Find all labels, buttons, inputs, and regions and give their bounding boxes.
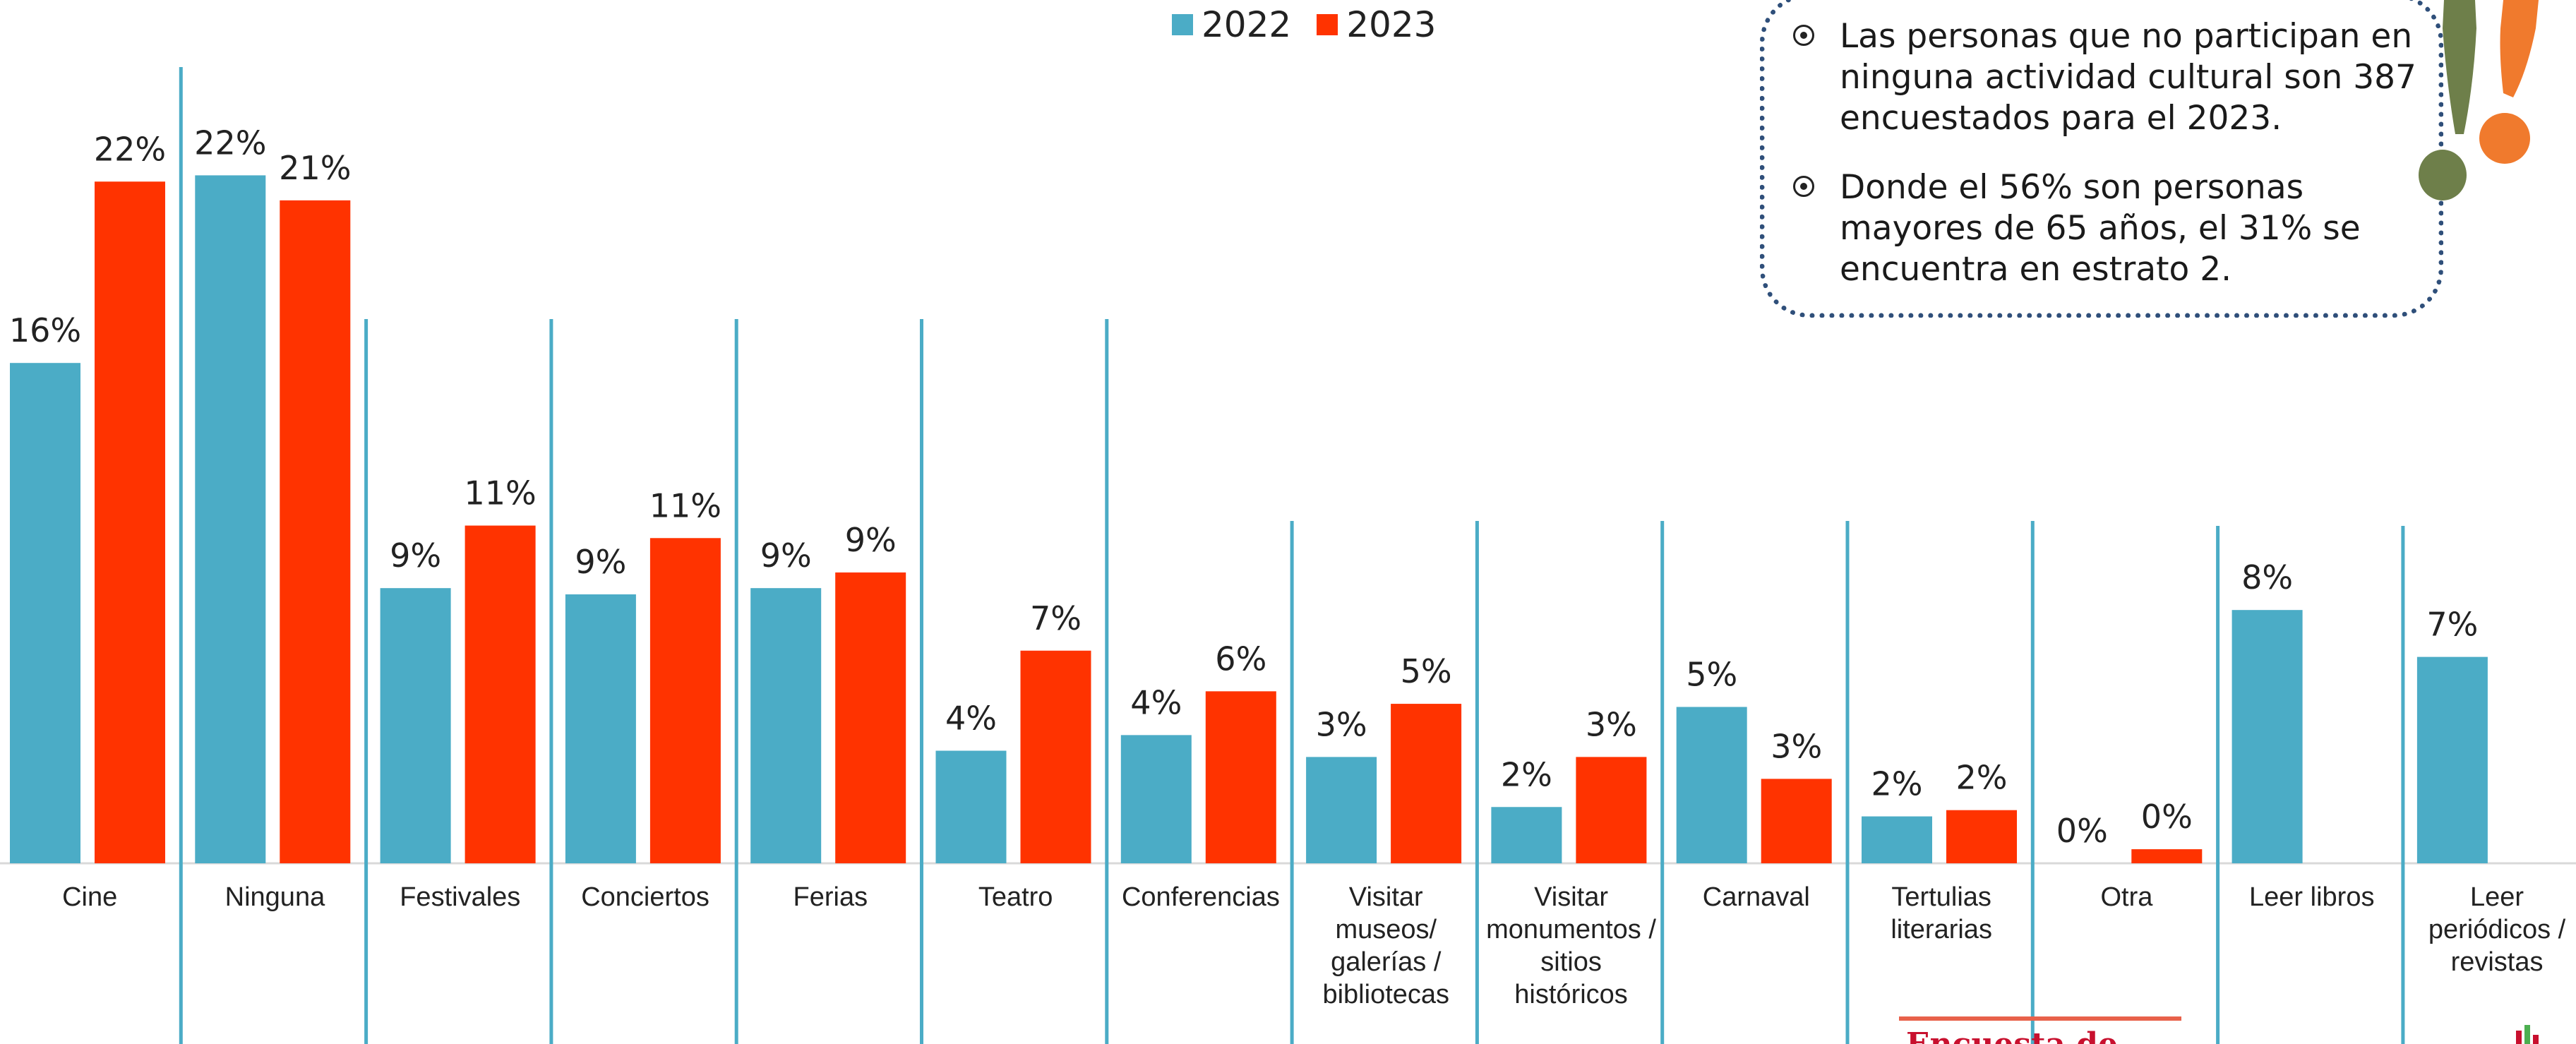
value-label-2022: 9%: [390, 536, 441, 575]
value-label-2023: 11%: [649, 486, 721, 524]
note-item: Donde el 56% son personas mayores de 65 …: [1793, 167, 2421, 290]
legend: 2022 2023: [1172, 4, 1437, 45]
bar-2023: [649, 538, 721, 863]
value-label-2023: 21%: [279, 149, 351, 187]
value-label-2022: 4%: [945, 700, 997, 738]
bar-2022: [10, 363, 80, 863]
bar-2022: [2416, 656, 2488, 863]
note-text: Donde el 56% son personas mayores de 65 …: [1840, 168, 2361, 289]
legend-swatch-2022: [1172, 14, 1193, 35]
value-label-2022: 22%: [194, 124, 266, 162]
legend-label-2023: 2023: [1346, 4, 1437, 45]
bar-2022: [1306, 757, 1377, 863]
value-label-2023: 11%: [464, 474, 536, 512]
exclamation-marks-icon: [2419, 0, 2539, 200]
bar-2023: [280, 200, 351, 864]
bar-2022: [1491, 807, 1562, 863]
value-label-2022: 7%: [2426, 606, 2478, 644]
category-label: Otra: [2100, 882, 2153, 912]
bar-2022: [2231, 610, 2303, 863]
bar-2022: [1120, 735, 1192, 863]
value-label-2022: 2%: [1501, 755, 1552, 793]
bar-2023: [1391, 704, 1462, 863]
bars: [10, 175, 2488, 864]
value-label-2023: 7%: [1030, 599, 1082, 637]
category-label: Cine: [62, 882, 117, 912]
note-callout: Las personas que no participan en ningun…: [1760, 0, 2443, 318]
logo-bar: [1899, 1016, 2181, 1021]
category-label: Conciertos: [581, 882, 709, 912]
legend-item-2022: 2022: [1172, 4, 1291, 45]
bar-2023: [1020, 650, 1091, 863]
value-label-2022: 0%: [2056, 812, 2108, 850]
bar-2023: [2131, 849, 2203, 863]
category-label: Conferencias: [1122, 882, 1280, 912]
category-label: Leer periódicos / revistas: [2428, 882, 2566, 977]
value-label-2022: 9%: [760, 536, 812, 575]
group-separators: [179, 67, 2405, 1044]
category-label: Ferias: [793, 882, 868, 912]
legend-item-2023: 2023: [1317, 4, 1437, 45]
bar-2023: [1761, 779, 1832, 863]
value-label-2022: 3%: [1316, 705, 1367, 743]
value-label-2023: 3%: [1586, 705, 1637, 743]
value-label-2023: 2%: [1956, 759, 2008, 797]
value-label-2022: 5%: [1686, 656, 1737, 694]
value-label-2023: 9%: [845, 521, 897, 559]
bar-2023: [835, 572, 906, 863]
logo-text: Encuesta de: [1906, 1026, 2118, 1044]
value-labels: 16% 22% 22% 21% 9% 11% 9% 11% 9% 9% 4% 7% 4% 6% 3% 5% 2%…: [9, 124, 2479, 850]
value-label-2022: 2%: [1871, 765, 1923, 803]
value-label-2023: 22%: [94, 130, 166, 168]
category-label: Leer libros: [2249, 882, 2374, 912]
bar-2022: [1862, 816, 1932, 863]
value-label-2023: 0%: [2141, 798, 2193, 836]
value-label-2023: 3%: [1771, 727, 1822, 765]
category-label: Carnaval: [1703, 882, 1810, 912]
legend-label-2022: 2022: [1202, 4, 1292, 45]
bar-2022: [565, 594, 636, 863]
bar-2023: [465, 525, 536, 863]
value-label-2023: 5%: [1401, 652, 1452, 690]
target-bullet-icon: [1793, 176, 1814, 197]
category-label: Tertulias literarias: [1891, 882, 1992, 944]
survey-logo: Encuesta de: [1899, 1016, 2181, 1044]
note-item: Las personas que no participan en ningun…: [1793, 16, 2421, 139]
bar-2022: [1676, 707, 1747, 863]
bar-2023: [1946, 810, 2017, 863]
note-text: Las personas que no participan en ningun…: [1840, 17, 2416, 138]
bar-2022: [380, 588, 451, 863]
category-label: Teatro: [978, 882, 1053, 912]
bar-2022: [750, 588, 822, 863]
category-label: Ninguna: [225, 882, 325, 912]
corner-logo-icon: [2516, 1025, 2539, 1044]
bar-2023: [95, 181, 165, 863]
value-label-2022: 9%: [575, 543, 626, 581]
bar-2023: [1205, 691, 1276, 863]
bar-2023: [1576, 757, 1647, 863]
target-bullet-icon: [1793, 25, 1814, 46]
category-label: Visitar museos/galerías / bibliotecas: [1322, 882, 1449, 1009]
category-labels: Cine Ninguna Festivales Conciertos Ferias Tea…: [62, 882, 2566, 1009]
category-label: Visitar monumentos / sitios históricos: [1486, 882, 1656, 1009]
value-label-2023: 6%: [1215, 640, 1266, 678]
category-label: Festivales: [400, 882, 520, 912]
value-label-2022: 4%: [1130, 683, 1182, 721]
value-label-2022: 16%: [9, 311, 81, 349]
bar-2022: [935, 750, 1007, 863]
bar-2022: [195, 175, 266, 863]
legend-swatch-2023: [1317, 14, 1338, 35]
value-label-2022: 8%: [2241, 558, 2293, 596]
